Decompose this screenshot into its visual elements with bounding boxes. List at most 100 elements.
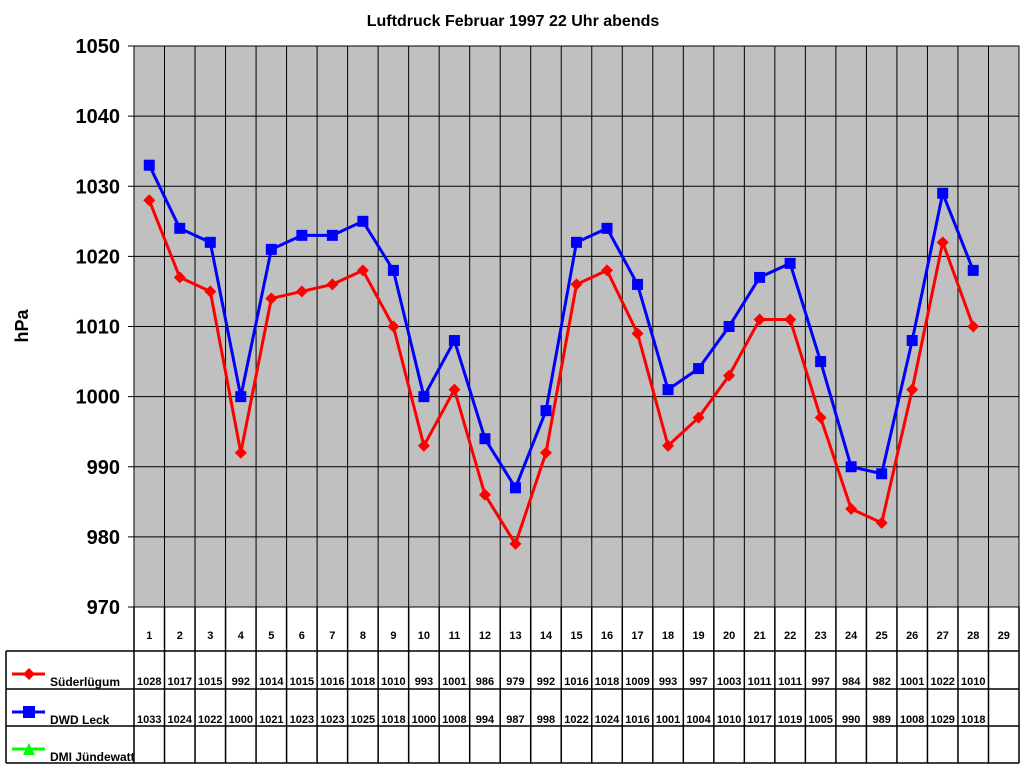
table-value: 1005: [808, 714, 832, 726]
y-tick-label: 980: [87, 527, 120, 549]
series-line-0: [147, 199, 975, 548]
data-point-diamond: [631, 327, 644, 340]
x-category-label: 1: [146, 630, 152, 642]
table-value: 1010: [961, 676, 985, 688]
table-value: 986: [476, 676, 494, 688]
table-value: 987: [506, 714, 524, 726]
table-value: 1022: [198, 714, 222, 726]
data-point-square: [662, 384, 674, 396]
table-value: 1000: [229, 714, 253, 726]
data-point-diamond: [326, 278, 339, 291]
table-value: 982: [872, 676, 890, 688]
table-value: 984: [842, 676, 861, 688]
x-category-label: 27: [937, 630, 949, 642]
x-category-label: 11: [449, 630, 461, 642]
legend-triangle-icon: [23, 743, 35, 755]
table-value: 992: [232, 676, 250, 688]
x-category-label: 4: [238, 630, 245, 642]
data-point-diamond: [723, 369, 736, 382]
x-category-label: 7: [329, 630, 335, 642]
y-tick-label: 1030: [76, 176, 121, 198]
data-point-diamond: [692, 411, 705, 424]
data-point-diamond: [845, 502, 858, 515]
series-line-1: [147, 164, 975, 492]
data-point-diamond: [478, 488, 491, 501]
y-tick-label: 1000: [76, 387, 121, 409]
legend-diamond-icon: [23, 668, 35, 680]
x-category-label: 3: [207, 630, 213, 642]
data-point-square: [204, 236, 216, 248]
table-value: 997: [811, 676, 829, 688]
data-point-diamond: [570, 278, 583, 291]
table-value: 1015: [198, 676, 222, 688]
x-category-label: 13: [509, 630, 521, 642]
data-point-square: [723, 321, 735, 332]
data-point-diamond: [662, 439, 675, 452]
table-value: 998: [537, 714, 555, 726]
x-category-label: 18: [662, 630, 674, 642]
data-point-square: [174, 222, 186, 234]
x-category-label: 24: [845, 630, 858, 642]
table-value: 1014: [259, 676, 284, 688]
y-tick-label: 990: [87, 457, 120, 479]
table-value: 989: [872, 714, 890, 726]
table-value: 1004: [686, 714, 711, 726]
x-category-label: 21: [753, 630, 765, 642]
data-point-diamond: [906, 383, 919, 396]
table-value: 994: [476, 714, 495, 726]
data-point-diamond: [143, 194, 156, 207]
data-point-diamond: [601, 264, 614, 277]
x-category-label: 12: [479, 630, 491, 642]
table-value: 1009: [625, 676, 649, 688]
x-category-label: 23: [815, 630, 827, 642]
table-value: 1000: [412, 714, 436, 726]
data-point-square: [693, 363, 705, 375]
table-value: 1029: [930, 714, 954, 726]
data-point-square: [296, 229, 308, 241]
data-point-square: [143, 159, 155, 171]
x-category-label: 8: [360, 630, 366, 642]
x-category-label: 20: [723, 630, 735, 642]
data-point-square: [937, 187, 949, 199]
data-table: 1 2 3 4 5 6 7 8 9 10 11 12 13 14 15 16 17 18 19 20 21 22 23 24 2…: [5, 607, 1020, 764]
data-point-diamond: [509, 537, 522, 550]
x-category-label: 28: [967, 630, 979, 642]
x-category-label: 29: [998, 630, 1010, 642]
x-category-label: 9: [390, 630, 396, 642]
data-point-diamond: [234, 446, 247, 459]
data-point-square: [357, 215, 369, 227]
y-tick-label: 1010: [76, 317, 121, 339]
table-value: 1022: [930, 676, 954, 688]
x-category-label: 25: [876, 630, 888, 642]
data-point-diamond: [753, 313, 766, 326]
table-value: 1008: [442, 714, 466, 726]
data-point-square: [632, 278, 644, 290]
table-value: 1018: [381, 714, 405, 726]
data-point-diamond: [784, 313, 797, 326]
table-value: 1008: [900, 714, 924, 726]
table-value: 1016: [320, 676, 344, 688]
x-category-label: 6: [299, 630, 305, 642]
x-category-label: 15: [570, 630, 582, 642]
data-point-square: [235, 391, 247, 403]
y-tick-label: 970: [87, 597, 120, 619]
chart-title: Luftdruck Februar 1997 22 Uhr abends: [367, 13, 660, 30]
y-tick-label: 1050: [76, 36, 121, 58]
x-category-label: 26: [906, 630, 918, 642]
data-point-square: [571, 236, 582, 248]
legend-label-1: DWD Leck: [50, 713, 110, 727]
table-value: 1010: [717, 714, 741, 726]
legend-square-icon: [23, 706, 35, 718]
table-value: 1018: [961, 714, 985, 726]
plot-area: 970 980 990 1000 1010 1020 1030 1040 1050: [76, 36, 1020, 619]
data-point-square: [601, 222, 613, 234]
table-value: 993: [659, 676, 677, 688]
data-point-square: [815, 356, 827, 368]
table-value: 1021: [259, 714, 283, 726]
data-point-square: [540, 405, 552, 417]
table-value: 1011: [778, 676, 802, 688]
data-point-square: [448, 335, 460, 347]
table-value: 993: [415, 676, 433, 688]
table-value: 997: [689, 676, 707, 688]
